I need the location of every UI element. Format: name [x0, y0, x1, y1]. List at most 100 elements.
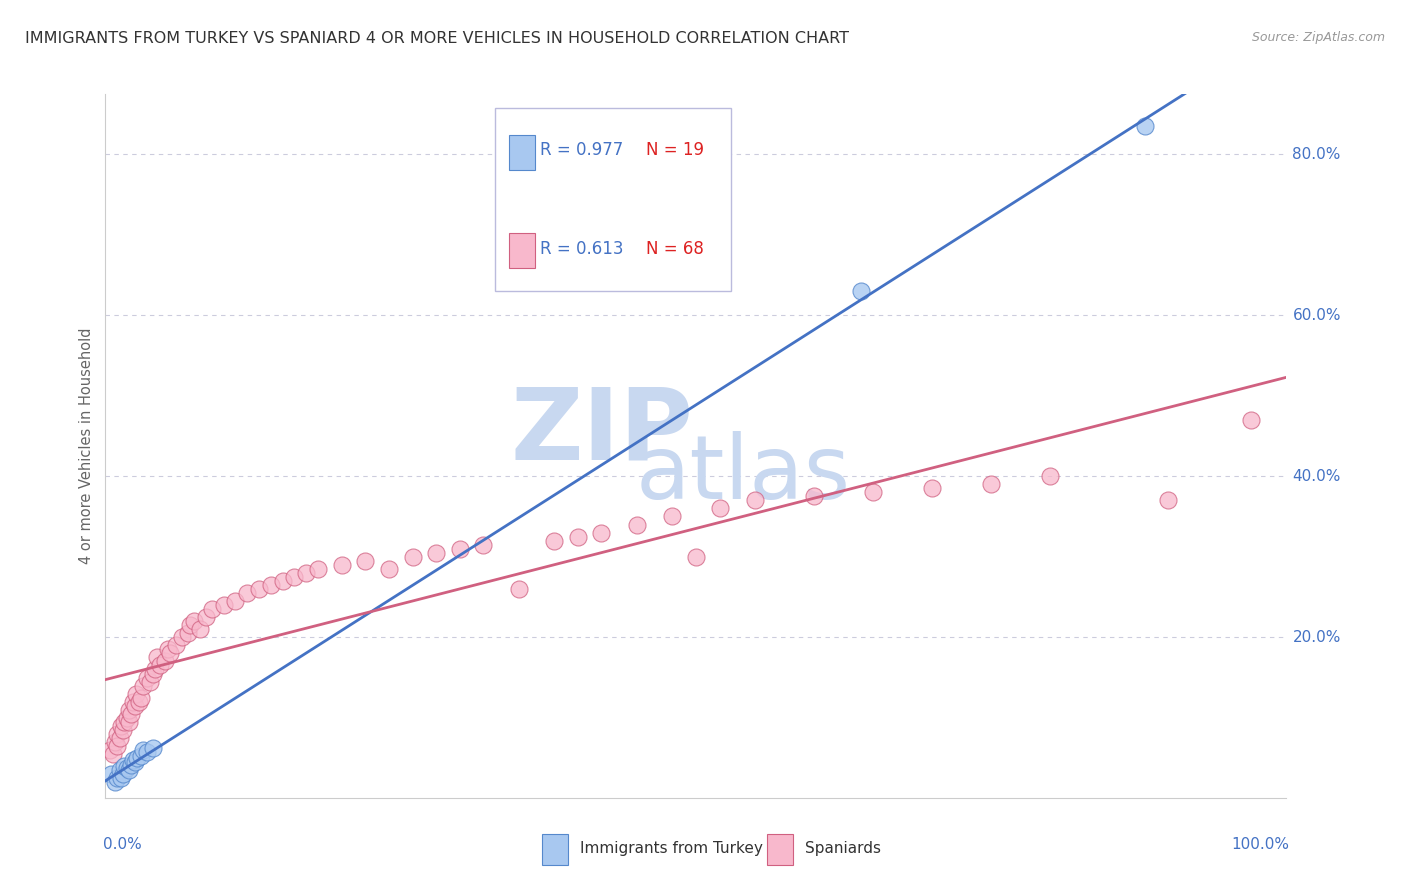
Point: [121, 695, 143, 709]
Point: [104, 775, 127, 789]
Point: [115, 711, 138, 725]
Point: [685, 549, 707, 564]
Point: [112, 767, 135, 781]
Point: [194, 610, 217, 624]
FancyBboxPatch shape: [543, 833, 568, 865]
Point: [135, 671, 157, 685]
Point: [201, 602, 224, 616]
Point: [1157, 493, 1180, 508]
Point: [283, 570, 305, 584]
Text: ZIP: ZIP: [510, 384, 693, 481]
Point: [129, 749, 152, 764]
Point: [105, 739, 128, 753]
Point: [132, 743, 155, 757]
Point: [118, 714, 141, 729]
Point: [153, 655, 176, 669]
Point: [543, 533, 565, 548]
Text: R = 0.613: R = 0.613: [540, 240, 624, 258]
Text: N = 68: N = 68: [647, 240, 704, 258]
Point: [104, 735, 127, 749]
Point: [118, 763, 141, 777]
Point: [128, 695, 150, 709]
Point: [224, 594, 246, 608]
Point: [183, 614, 205, 628]
Point: [112, 714, 135, 729]
Point: [101, 747, 124, 761]
Point: [247, 582, 270, 596]
Text: N = 19: N = 19: [647, 141, 704, 159]
Point: [179, 618, 201, 632]
Point: [118, 703, 141, 717]
Point: [188, 622, 211, 636]
Point: [1039, 469, 1062, 483]
Point: [378, 562, 401, 576]
Point: [108, 731, 131, 745]
Text: 80.0%: 80.0%: [1292, 146, 1341, 161]
Point: [121, 753, 143, 767]
Text: R = 0.977: R = 0.977: [540, 141, 623, 159]
Point: [425, 546, 447, 560]
Point: [159, 646, 181, 660]
Point: [709, 501, 731, 516]
Point: [124, 755, 146, 769]
Point: [135, 745, 157, 759]
Y-axis label: 4 or more Vehicles in Household: 4 or more Vehicles in Household: [79, 327, 94, 565]
Point: [472, 538, 495, 552]
Point: [307, 562, 329, 576]
Point: [271, 574, 294, 588]
Point: [449, 541, 471, 556]
Text: 100.0%: 100.0%: [1230, 837, 1289, 852]
Point: [108, 763, 131, 777]
Point: [120, 757, 142, 772]
Point: [1240, 413, 1263, 427]
Point: [142, 666, 165, 681]
Point: [567, 530, 589, 544]
Text: 60.0%: 60.0%: [1292, 308, 1341, 323]
Point: [744, 493, 766, 508]
Point: [236, 586, 259, 600]
Point: [172, 630, 194, 644]
Point: [591, 525, 613, 540]
Point: [354, 554, 377, 568]
Point: [980, 477, 1002, 491]
Point: [1133, 119, 1156, 133]
Point: [112, 759, 135, 773]
Point: [157, 642, 180, 657]
Point: [661, 509, 683, 524]
Point: [177, 626, 200, 640]
Point: [142, 741, 165, 756]
Point: [165, 638, 187, 652]
Point: [129, 690, 152, 705]
Point: [851, 284, 873, 298]
Point: [124, 698, 146, 713]
Point: [112, 723, 135, 737]
FancyBboxPatch shape: [766, 833, 793, 865]
FancyBboxPatch shape: [509, 135, 536, 169]
Point: [110, 771, 132, 785]
Point: [132, 679, 155, 693]
Text: Immigrants from Turkey: Immigrants from Turkey: [581, 841, 763, 855]
Point: [508, 582, 530, 596]
Point: [626, 517, 648, 532]
Point: [100, 767, 122, 781]
Point: [330, 558, 353, 572]
Point: [105, 771, 128, 785]
Point: [921, 481, 943, 495]
Text: Source: ZipAtlas.com: Source: ZipAtlas.com: [1251, 31, 1385, 45]
Point: [149, 658, 172, 673]
Text: IMMIGRANTS FROM TURKEY VS SPANIARD 4 OR MORE VEHICLES IN HOUSEHOLD CORRELATION C: IMMIGRANTS FROM TURKEY VS SPANIARD 4 OR …: [25, 31, 849, 46]
FancyBboxPatch shape: [495, 108, 731, 291]
Point: [98, 743, 121, 757]
Text: 20.0%: 20.0%: [1292, 630, 1341, 645]
Point: [401, 549, 423, 564]
Point: [120, 706, 142, 721]
Point: [110, 719, 132, 733]
Text: 40.0%: 40.0%: [1292, 468, 1341, 483]
Text: 0.0%: 0.0%: [103, 837, 142, 852]
Point: [295, 566, 318, 580]
Point: [260, 578, 283, 592]
Point: [862, 485, 884, 500]
Point: [115, 761, 138, 775]
Point: [212, 598, 235, 612]
Point: [146, 650, 169, 665]
